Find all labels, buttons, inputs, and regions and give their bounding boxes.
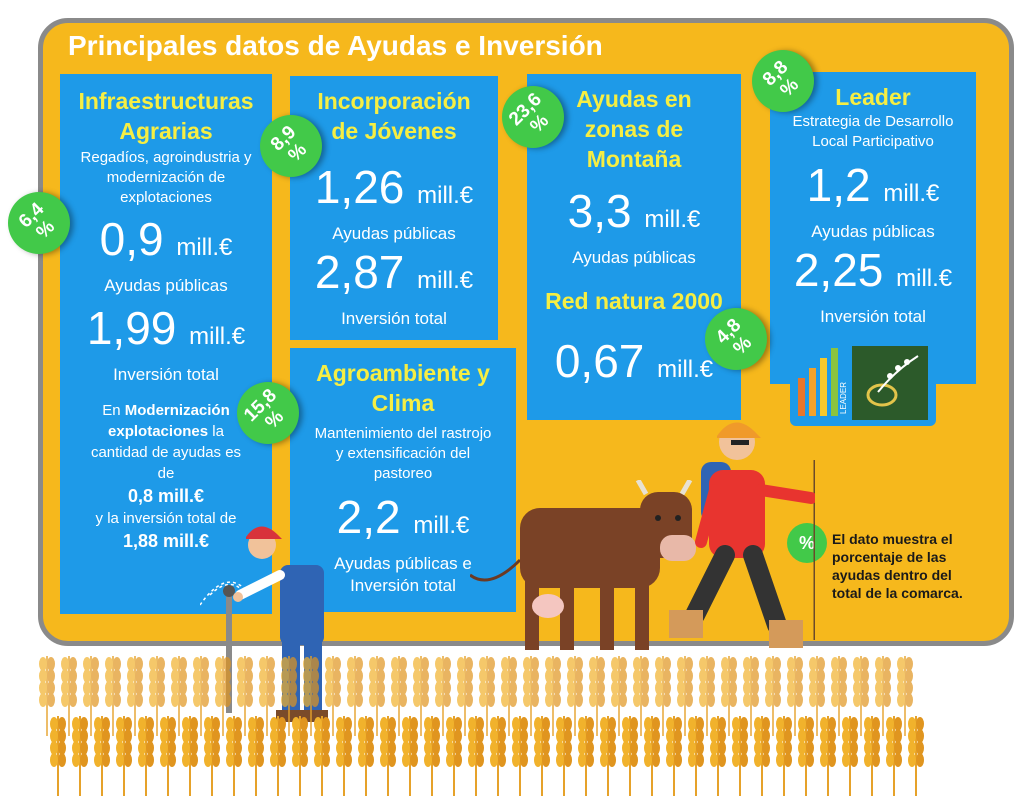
panel-infraestructuras: Infraestructuras Agrarias Regadíos, agroi…: [60, 74, 272, 614]
aid-value: 3,3 mill.€: [567, 185, 701, 237]
svg-text:LEADER: LEADER: [839, 382, 848, 414]
panel-title: Leader: [835, 84, 911, 110]
panel-jovenes: Incorporación de Jóvenes 1,26 mill.€ Ayud…: [290, 76, 498, 340]
panel-title: Infraestructuras Agrarias: [78, 88, 254, 144]
investment-value: 1,99 mill.€: [86, 302, 246, 354]
panel-description: Regadíos, agroindustria y modernización d…: [80, 149, 252, 206]
aid-value: 1,26 mill.€: [314, 161, 474, 213]
aid-label: Ayudas públicas: [811, 222, 935, 241]
investment-label: Inversión total: [113, 365, 219, 384]
panel-title: Red natura 2000: [545, 288, 723, 314]
aid-label: Ayudas públicas: [332, 224, 456, 243]
legend-percent-icon: %: [787, 523, 827, 563]
legend-text: El dato muestra el porcentaje de las ayuda…: [832, 531, 963, 601]
cow-illustration: [470, 480, 696, 650]
aid-label: Ayudas públicas e Inversión total: [334, 554, 472, 595]
investment-label: Inversión total: [341, 309, 447, 328]
panel-description: Mantenimiento del rastrojo y extensificac…: [314, 425, 492, 482]
panel-title: Incorporación de Jóvenes: [317, 88, 471, 144]
panel-red-natura: Red natura 2000 0,67 mill.€: [527, 280, 741, 420]
page-title: Principales datos de Ayudas e Inversión: [68, 30, 603, 61]
wheat-field: [38, 655, 925, 797]
investment-value: 2,87 mill.€: [314, 246, 474, 298]
aid-label: Ayudas públicas: [572, 248, 696, 267]
aid-value: 2,2 mill.€: [336, 491, 470, 543]
investment-value: 2,25 mill.€: [793, 244, 953, 296]
panel-agroambiente: Agroambiente y Clima Mantenimiento del ra…: [290, 348, 516, 612]
panel-title: Agroambiente y Clima: [316, 360, 490, 416]
aid-label: Ayudas públicas: [104, 276, 228, 295]
aid-value: 1,2 mill.€: [806, 159, 940, 211]
hiker-illustration: [669, 422, 815, 648]
aid-value: 0,9 mill.€: [99, 213, 233, 265]
aid-value: 0,67 mill.€: [554, 335, 714, 387]
panel-title: Ayudas en zonas de Montaña: [576, 86, 692, 172]
leader-logo: LEADER: [790, 340, 936, 426]
modernization-note: En Modernización explotaciones la cantid…: [90, 402, 242, 551]
panel-leader: Leader Estrategia de Desarrollo Local Par…: [770, 72, 976, 384]
panel-description: Estrategia de Desarrollo Local Participat…: [792, 113, 954, 150]
investment-label: Inversión total: [820, 307, 926, 326]
